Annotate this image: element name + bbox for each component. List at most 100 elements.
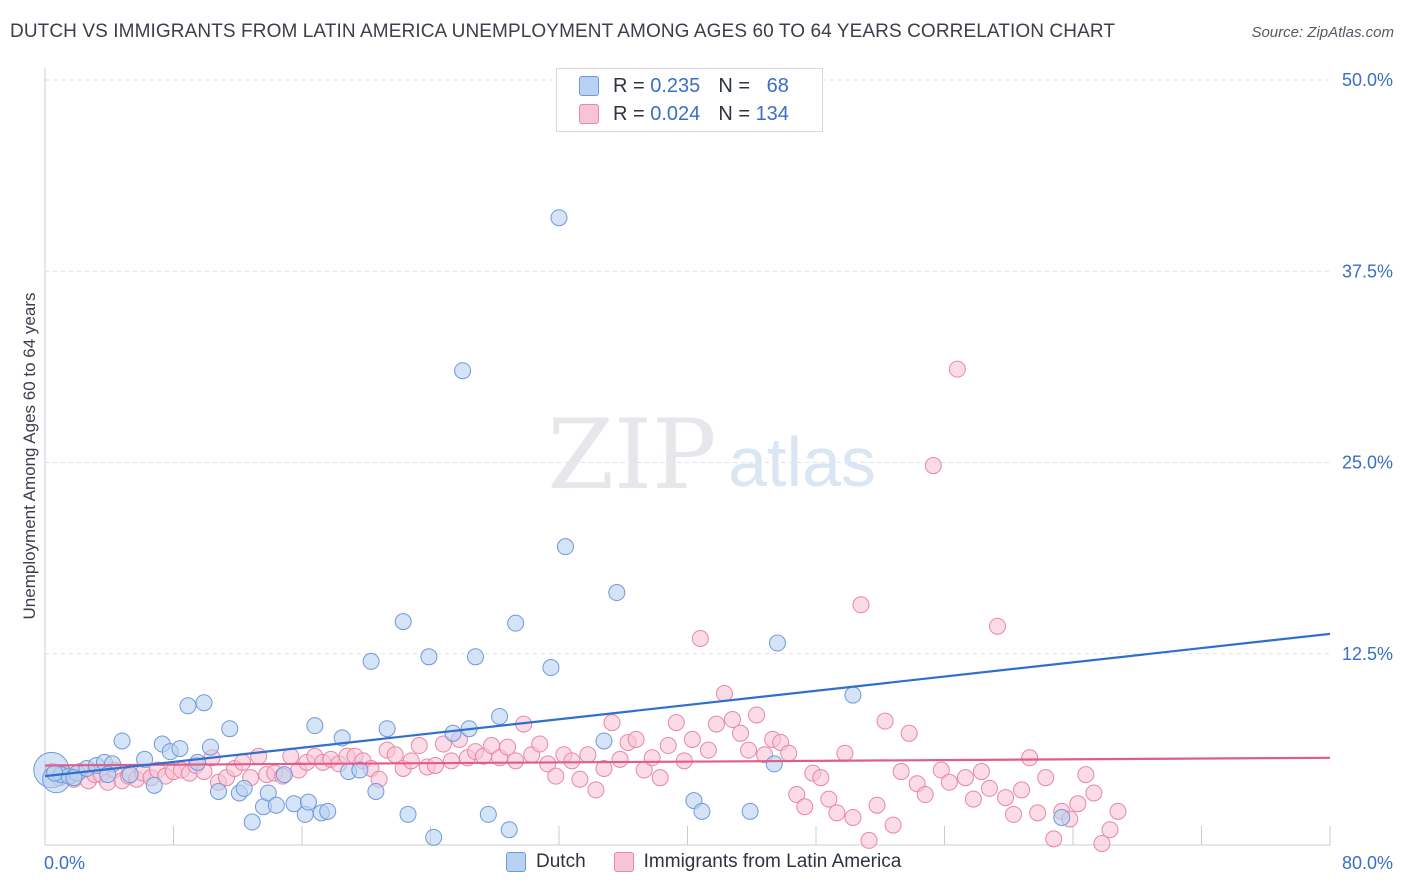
dutch-point	[550, 209, 568, 227]
latam-point	[876, 712, 894, 730]
dutch-point	[420, 648, 438, 666]
latam-point	[964, 790, 982, 808]
latam-point	[1013, 781, 1031, 799]
latam-point	[740, 741, 758, 759]
latam-point	[234, 753, 252, 771]
latam-point	[916, 786, 934, 804]
dutch-point	[145, 776, 163, 794]
latam-point	[531, 735, 549, 753]
legend-label-dutch: Dutch	[536, 851, 586, 872]
dutch-point	[171, 740, 189, 758]
latam-point	[499, 738, 517, 756]
y-axis-label: Unemployment Among Ages 60 to 64 years	[20, 293, 39, 620]
dutch-point	[351, 761, 369, 779]
legend-n-value-dutch: 68	[766, 74, 789, 97]
dutch-point	[454, 362, 472, 380]
latam-point	[1037, 769, 1055, 787]
dutch-point	[693, 802, 711, 820]
latam-point	[715, 685, 733, 703]
axes	[44, 68, 1331, 846]
y-tick-label: 25.0%	[1342, 453, 1393, 473]
tick-labels: 12.5% 25.0% 37.5% 50.0% 0.0% 80.0%	[44, 70, 1393, 873]
dutch-point	[362, 652, 380, 670]
latam-point	[1021, 749, 1039, 767]
dutch-point	[768, 634, 786, 652]
latam-point	[796, 798, 814, 816]
dutch-point	[608, 584, 626, 602]
latam-point	[410, 737, 428, 755]
dutch-point	[201, 738, 219, 756]
latam-point	[434, 735, 452, 753]
latam-point	[651, 769, 669, 787]
dutch-point	[394, 613, 412, 631]
latam-point	[579, 746, 597, 764]
latam-point	[989, 617, 1007, 635]
latam-point	[780, 744, 798, 762]
latam-point	[1109, 802, 1127, 820]
latam-point	[820, 790, 838, 808]
legend-r-label: R =	[613, 102, 645, 125]
latam-point	[563, 752, 581, 770]
dutch-point	[444, 724, 462, 742]
latam-point	[852, 596, 870, 614]
dutch-point	[466, 648, 484, 666]
dutch-point	[243, 813, 261, 831]
latam-point	[386, 746, 404, 764]
latam-point	[956, 769, 974, 787]
legend-row-dutch: R = 0.235 N = 68	[579, 73, 789, 99]
latam-point	[932, 761, 950, 779]
dutch-point	[844, 686, 862, 704]
latam-point	[426, 756, 444, 774]
trend-lines	[44, 632, 1331, 778]
latam-point	[892, 763, 910, 781]
latam-point	[1045, 830, 1063, 848]
latam-point	[1029, 804, 1047, 822]
latam-point	[828, 804, 846, 822]
latam-point	[900, 724, 918, 742]
y-tick-label: 12.5%	[1342, 644, 1393, 664]
dutch-point	[378, 720, 396, 738]
dutch-point	[479, 805, 497, 823]
y-tick-label: 50.0%	[1342, 70, 1393, 90]
latam-legend-swatch	[613, 852, 634, 872]
latam-point	[667, 714, 685, 732]
latam-point	[732, 724, 750, 742]
dutch-point	[765, 755, 783, 773]
dutch-point	[275, 766, 293, 784]
latam-point	[250, 747, 268, 765]
dutch-point	[195, 694, 213, 712]
latam-point	[507, 752, 525, 770]
dutch-point	[209, 782, 227, 800]
latam-point	[699, 741, 717, 759]
series-legend: Dutch Immigrants from Latin America	[506, 851, 929, 873]
latam-point	[1085, 784, 1103, 802]
dutch-point	[235, 779, 253, 797]
dutch-point	[399, 805, 417, 823]
latam-point	[860, 831, 878, 849]
dutch-point	[367, 782, 385, 800]
chart-title: DUTCH VS IMMIGRANTS FROM LATIN AMERICA U…	[10, 21, 1116, 42]
latam-point	[844, 808, 862, 826]
latam-trend-line	[44, 756, 1331, 767]
latam-point	[659, 737, 677, 755]
dutch-point	[113, 732, 131, 750]
watermark: ZIP atlas	[547, 399, 876, 511]
latam-point	[924, 457, 942, 475]
dutch-legend-swatch	[506, 852, 526, 872]
latam-point	[980, 779, 998, 797]
latam-point	[571, 770, 589, 788]
dutch-point	[189, 753, 207, 771]
latam-point	[643, 749, 661, 767]
latam-point	[603, 714, 621, 732]
legend-item-dutch: Dutch	[506, 851, 586, 873]
latam-point	[723, 711, 741, 729]
latam-point	[587, 781, 605, 799]
latam-point	[707, 715, 725, 733]
dutch-point	[741, 802, 759, 820]
legend-label-latam: Immigrants from Latin America	[643, 851, 902, 872]
dutch-swatch	[579, 76, 599, 96]
dutch-point	[556, 538, 574, 556]
legend-n-value-latam: 134	[755, 102, 789, 125]
latam-point	[1101, 821, 1119, 839]
